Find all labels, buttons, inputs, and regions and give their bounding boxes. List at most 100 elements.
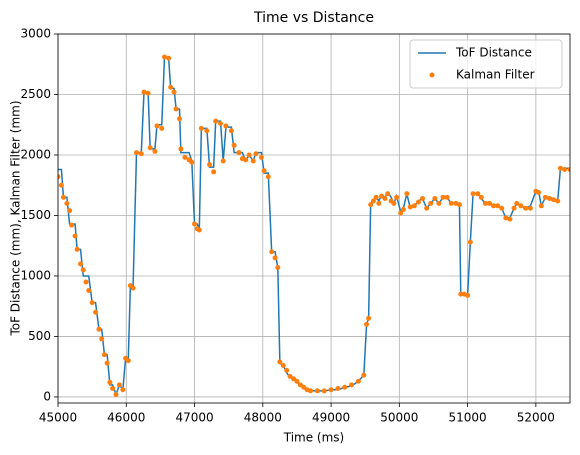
marker bbox=[134, 150, 140, 156]
marker bbox=[272, 255, 278, 261]
marker bbox=[284, 367, 290, 373]
marker bbox=[130, 285, 136, 291]
marker bbox=[80, 267, 86, 273]
marker bbox=[69, 222, 75, 228]
marker bbox=[542, 194, 548, 200]
x-tick-label: 48000 bbox=[244, 411, 282, 425]
x-tick-label: 52000 bbox=[517, 411, 555, 425]
marker bbox=[503, 215, 509, 221]
marker bbox=[67, 208, 73, 214]
marker bbox=[444, 194, 450, 200]
marker bbox=[141, 89, 147, 95]
marker bbox=[72, 233, 78, 239]
marker bbox=[159, 125, 165, 131]
marker bbox=[83, 279, 89, 285]
marker bbox=[523, 205, 529, 211]
marker bbox=[321, 388, 327, 394]
marker bbox=[555, 198, 561, 204]
marker bbox=[207, 162, 213, 168]
legend-label: ToF Distance bbox=[455, 46, 532, 60]
marker bbox=[308, 388, 314, 394]
marker bbox=[161, 54, 167, 60]
marker bbox=[58, 174, 61, 180]
marker bbox=[99, 336, 105, 342]
marker bbox=[495, 203, 501, 209]
marker bbox=[86, 287, 92, 293]
marker bbox=[507, 216, 513, 222]
marker bbox=[173, 106, 179, 112]
marker bbox=[280, 362, 286, 368]
marker bbox=[196, 227, 202, 233]
marker bbox=[547, 196, 553, 202]
marker bbox=[415, 199, 421, 205]
marker bbox=[231, 142, 237, 148]
x-tick-label: 46000 bbox=[107, 411, 145, 425]
y-tick-label: 0 bbox=[43, 389, 51, 403]
marker bbox=[407, 204, 413, 210]
marker bbox=[204, 128, 210, 134]
marker bbox=[511, 205, 517, 211]
marker bbox=[478, 194, 484, 200]
marker bbox=[557, 165, 563, 171]
marker bbox=[491, 203, 497, 209]
marker bbox=[166, 55, 172, 61]
line-series bbox=[58, 56, 570, 397]
marker bbox=[189, 159, 195, 165]
marker bbox=[101, 352, 107, 358]
y-tick-label: 500 bbox=[28, 329, 51, 343]
marker bbox=[198, 125, 204, 131]
marker bbox=[253, 151, 259, 157]
marker bbox=[394, 194, 400, 200]
plot-area bbox=[58, 54, 570, 398]
marker bbox=[536, 189, 542, 195]
marker bbox=[93, 309, 99, 315]
marker bbox=[192, 221, 198, 227]
marker bbox=[361, 372, 367, 378]
marker bbox=[168, 84, 174, 90]
marker bbox=[217, 121, 223, 127]
marker bbox=[211, 169, 217, 175]
marker bbox=[428, 200, 434, 206]
marker bbox=[58, 182, 64, 188]
marker bbox=[335, 385, 341, 391]
marker bbox=[440, 194, 446, 200]
marker bbox=[342, 384, 348, 390]
marker bbox=[456, 202, 462, 208]
ticks: 45000 46000 47000 48000 49000 50000 51000 52000… bbox=[20, 27, 555, 425]
marker bbox=[113, 392, 119, 398]
marker bbox=[398, 210, 404, 216]
marker bbox=[562, 167, 568, 173]
marker bbox=[213, 118, 219, 124]
y-tick-label: 2500 bbox=[20, 87, 51, 101]
y-tick-label: 2000 bbox=[20, 147, 51, 161]
y-axis-label: ToF Distance (mm), Kalman Filter (mm) bbox=[9, 100, 23, 336]
grid bbox=[57, 33, 570, 403]
chart-title: Time vs Distance bbox=[253, 10, 374, 26]
legend-swatch bbox=[429, 72, 435, 78]
marker bbox=[514, 200, 520, 206]
marker bbox=[147, 145, 153, 151]
marker bbox=[349, 382, 355, 388]
legend-box bbox=[409, 39, 563, 89]
marker bbox=[96, 326, 102, 332]
marker bbox=[538, 203, 544, 209]
marker bbox=[567, 167, 570, 173]
marker bbox=[551, 197, 557, 203]
marker bbox=[236, 150, 242, 156]
marker bbox=[177, 116, 183, 122]
marker bbox=[294, 378, 300, 384]
marker bbox=[246, 152, 252, 158]
marker bbox=[376, 200, 382, 206]
marker bbox=[243, 157, 249, 163]
marker bbox=[228, 128, 234, 134]
marker bbox=[110, 385, 116, 391]
marker bbox=[370, 198, 376, 204]
marker bbox=[152, 148, 158, 154]
marker bbox=[182, 154, 188, 160]
marker bbox=[277, 359, 283, 365]
marker bbox=[424, 205, 430, 211]
marker bbox=[470, 191, 476, 197]
marker bbox=[499, 205, 505, 211]
marker bbox=[258, 154, 264, 160]
legend-label: Kalman Filter bbox=[456, 68, 535, 82]
